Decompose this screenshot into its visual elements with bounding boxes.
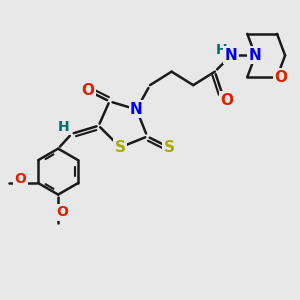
Text: N: N <box>225 48 237 63</box>
Text: H: H <box>58 120 69 134</box>
Text: N: N <box>130 102 143 117</box>
Text: N: N <box>249 48 262 63</box>
Text: O: O <box>56 205 68 219</box>
Text: O: O <box>81 83 94 98</box>
Text: S: S <box>164 140 174 155</box>
Text: O: O <box>274 70 287 85</box>
Text: O: O <box>15 172 27 186</box>
Text: S: S <box>115 140 126 155</box>
Text: O: O <box>220 92 233 107</box>
Text: H: H <box>216 43 227 57</box>
